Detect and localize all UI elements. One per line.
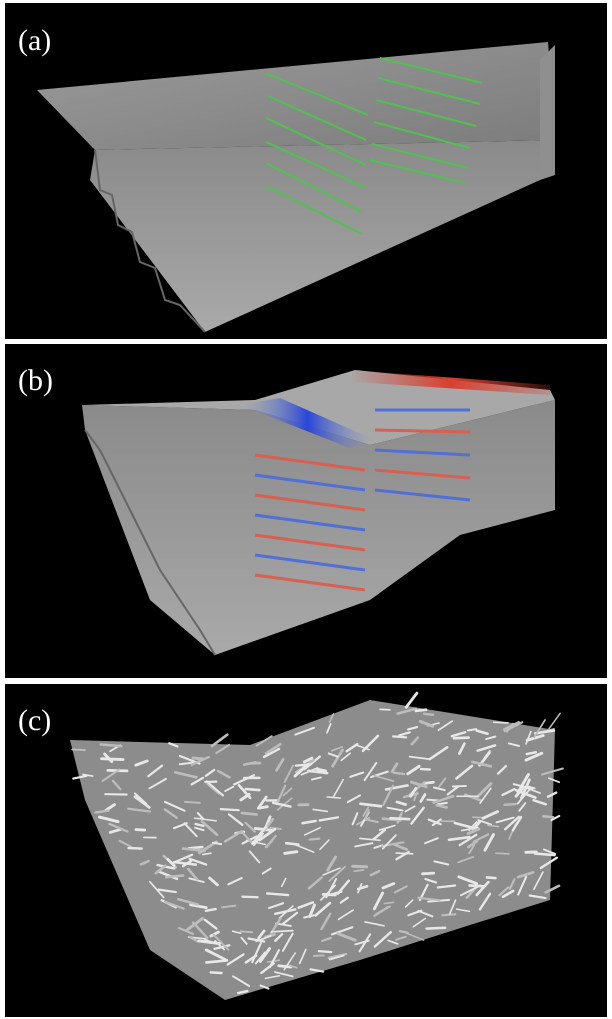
arrow — [267, 893, 288, 895]
arrow — [286, 843, 298, 844]
panel-label: (a) — [18, 24, 51, 57]
arrow — [211, 972, 222, 973]
arrow — [394, 773, 404, 774]
arrow — [468, 729, 477, 730]
arrow — [166, 876, 183, 878]
arrow — [535, 854, 554, 856]
arrow — [454, 738, 468, 739]
arrow — [424, 782, 433, 783]
panel-label: (b) — [18, 364, 53, 397]
arrow — [241, 931, 253, 932]
arrow — [310, 839, 319, 840]
arrow — [427, 800, 438, 801]
arrow — [427, 928, 446, 929]
arrow — [246, 789, 260, 790]
arrow — [494, 722, 508, 723]
arrow — [416, 710, 426, 711]
figure-svg: (a) (b) (c) — [0, 0, 612, 1019]
arrow — [453, 786, 466, 787]
arrow — [221, 809, 239, 810]
arrow — [259, 807, 267, 808]
arrow — [423, 873, 434, 874]
arrow — [242, 897, 257, 898]
figure: (a) (b) (c) (() => { const data = JSON.p… — [0, 0, 612, 1019]
arrow — [193, 758, 203, 759]
arrow — [101, 744, 121, 746]
arrow — [496, 853, 509, 854]
arrow — [438, 803, 447, 804]
arrow — [285, 852, 297, 854]
box-side — [540, 45, 555, 180]
arrow — [72, 749, 85, 750]
arrow — [354, 870, 363, 871]
panel-label: (c) — [18, 704, 51, 737]
arrow — [213, 843, 221, 844]
panel-b: (b) — [5, 344, 607, 678]
arrow — [505, 804, 516, 805]
arrow — [396, 853, 413, 854]
arrow — [393, 736, 406, 737]
arrow — [470, 885, 484, 886]
arrow — [319, 951, 331, 952]
arrow — [242, 813, 257, 814]
arrow — [272, 931, 293, 932]
arrow — [442, 914, 455, 915]
arrow — [185, 802, 200, 803]
arrow — [424, 714, 433, 715]
arrow — [487, 877, 495, 878]
panel-a: (a) — [5, 3, 607, 339]
arrow — [390, 818, 409, 819]
panel-c: (c) — [5, 684, 607, 1017]
arrow — [206, 909, 216, 911]
arrow — [353, 866, 367, 867]
arrow — [102, 759, 123, 760]
arrow — [129, 848, 142, 849]
arrow — [543, 816, 553, 817]
